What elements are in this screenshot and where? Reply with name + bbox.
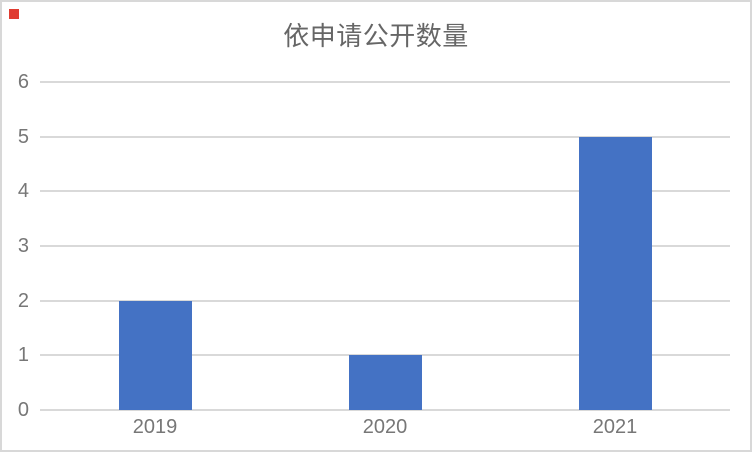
gridline [40,190,730,193]
y-tick-label: 0 [17,399,29,421]
chart-title: 依申请公开数量 [283,21,469,51]
x-axis-labels: 2019 2020 2021 [40,416,730,440]
x-tick-label: 2019 [132,416,178,438]
y-tick-label: 3 [17,235,29,257]
x-tick-label: 2020 [362,416,408,438]
gridline [40,409,730,411]
gridline [40,81,730,83]
y-tick-label: 5 [17,125,29,148]
bar-2019 [118,300,192,410]
gridline [40,299,730,302]
y-tick-label: 6 [17,71,29,93]
y-axis-labels: 0 1 2 3 4 5 6 [2,72,29,420]
x-tick-label: 2021 [592,416,638,438]
gridline [40,135,730,138]
bar-2020 [348,355,422,410]
bar-2021 [578,136,652,410]
y-tick-label: 2 [17,289,29,312]
y-tick-label: 4 [17,180,29,203]
gridline [40,245,730,247]
red-corner-marker [9,9,19,19]
y-tick-label: 1 [17,344,29,367]
plot-area [40,81,730,411]
